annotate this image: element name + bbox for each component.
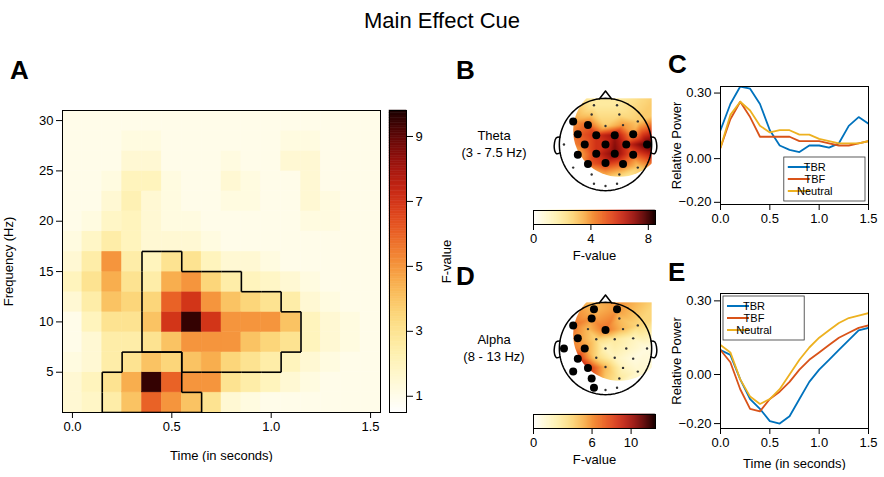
svg-text:−0.20: −0.20 bbox=[679, 416, 712, 431]
svg-text:0.5: 0.5 bbox=[761, 211, 779, 226]
svg-text:0: 0 bbox=[530, 231, 537, 246]
svg-text:F-value: F-value bbox=[573, 452, 616, 467]
svg-text:TBF: TBF bbox=[804, 173, 825, 185]
svg-text:Frequency (Hz): Frequency (Hz) bbox=[1, 217, 16, 307]
svg-text:F-value: F-value bbox=[439, 240, 454, 283]
svg-text:Relative Power: Relative Power bbox=[669, 317, 684, 405]
svg-text:Neutral: Neutral bbox=[736, 324, 771, 336]
svg-text:0.0: 0.0 bbox=[63, 419, 81, 434]
svg-text:5: 5 bbox=[416, 259, 423, 274]
svg-text:1.5: 1.5 bbox=[859, 211, 877, 226]
svg-text:0.5: 0.5 bbox=[163, 419, 181, 434]
svg-text:0.00: 0.00 bbox=[686, 151, 711, 166]
svg-text:0: 0 bbox=[530, 435, 537, 450]
svg-text:20: 20 bbox=[39, 213, 53, 228]
svg-text:4: 4 bbox=[587, 231, 594, 246]
svg-text:F-value: F-value bbox=[573, 248, 616, 263]
html-text:E: E bbox=[668, 257, 686, 287]
svg-text:6: 6 bbox=[588, 435, 595, 450]
svg-text:0.30: 0.30 bbox=[686, 293, 711, 308]
svg-text:TBF: TBF bbox=[744, 312, 765, 324]
html-text:D: D bbox=[456, 261, 475, 291]
svg-text:10: 10 bbox=[39, 314, 53, 329]
svg-text:0.0: 0.0 bbox=[711, 211, 729, 226]
svg-text:5: 5 bbox=[46, 364, 53, 379]
svg-text:3: 3 bbox=[416, 323, 423, 338]
svg-text:1.0: 1.0 bbox=[810, 211, 828, 226]
svg-text:9: 9 bbox=[416, 129, 423, 144]
svg-text:25: 25 bbox=[39, 163, 53, 178]
svg-text:1.0: 1.0 bbox=[262, 419, 280, 434]
svg-text:8: 8 bbox=[645, 231, 652, 246]
svg-text:Time (in seconds): Time (in seconds) bbox=[743, 456, 846, 471]
html-text:Main Effect Cue: Main Effect Cue bbox=[363, 8, 521, 33]
svg-text:Neutral: Neutral bbox=[797, 185, 832, 197]
html-text:C: C bbox=[668, 49, 687, 79]
html-text:B: B bbox=[456, 55, 475, 85]
html-text:A: A bbox=[10, 55, 29, 85]
svg-text:7: 7 bbox=[416, 194, 423, 209]
svg-text:1.0: 1.0 bbox=[810, 435, 828, 450]
svg-text:Relative Power: Relative Power bbox=[669, 101, 684, 189]
html-text:(3 - 7.5 Hz): (3 - 7.5 Hz) bbox=[461, 145, 527, 160]
svg-text:TBR: TBR bbox=[804, 161, 826, 173]
svg-text:TBR: TBR bbox=[743, 300, 765, 312]
html-text:Alpha: Alpha bbox=[477, 332, 511, 347]
html-text:Theta: Theta bbox=[477, 128, 511, 143]
html-text:(8 - 13 Hz): (8 - 13 Hz) bbox=[463, 349, 525, 364]
svg-text:30: 30 bbox=[39, 113, 53, 128]
svg-text:0.30: 0.30 bbox=[686, 85, 711, 100]
svg-text:15: 15 bbox=[39, 264, 53, 279]
svg-text:0.5: 0.5 bbox=[761, 435, 779, 450]
svg-text:1: 1 bbox=[416, 388, 423, 403]
svg-text:0.0: 0.0 bbox=[711, 435, 729, 450]
svg-text:1.5: 1.5 bbox=[859, 435, 877, 450]
svg-text:1.5: 1.5 bbox=[362, 419, 380, 434]
svg-text:Time (in seconds): Time (in seconds) bbox=[170, 448, 273, 463]
svg-text:0.00: 0.00 bbox=[686, 367, 711, 382]
svg-text:10: 10 bbox=[624, 435, 638, 450]
svg-text:−0.20: −0.20 bbox=[679, 194, 712, 209]
